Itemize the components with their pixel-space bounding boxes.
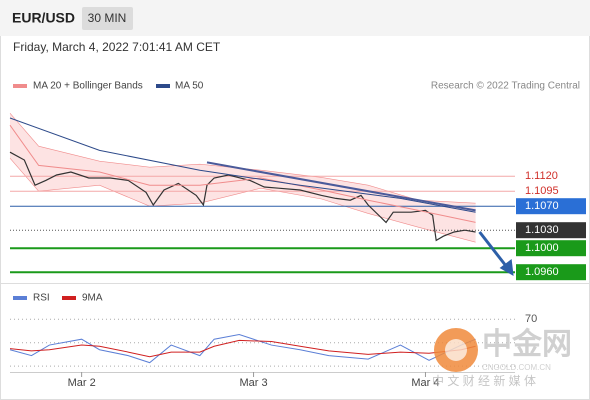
bollinger-band — [10, 113, 476, 243]
legend-label: MA 20 + Bollinger Bands — [33, 81, 143, 92]
rsi-line — [9, 333, 476, 364]
level-box — [516, 264, 586, 281]
level-label: 1.1120 — [525, 170, 558, 182]
trendline — [206, 161, 476, 212]
interval: 30 MIN — [88, 11, 127, 25]
legend-swatch — [13, 84, 27, 88]
watermark-logo — [445, 339, 467, 361]
legend-label: 9MA — [82, 293, 103, 304]
level-box — [516, 198, 586, 215]
credit: Research © 2022 Trading Central — [431, 81, 580, 92]
interval-badge — [82, 7, 133, 30]
y-tick-label: 70 — [525, 313, 537, 325]
level-box — [516, 240, 586, 257]
forecast-arrowhead — [499, 259, 514, 276]
level-label: 1.1095 — [525, 185, 559, 197]
watermark-tagline: 中 文 财 经 新 媒 体 — [432, 373, 536, 388]
level-label: 1.1070 — [525, 200, 559, 212]
watermark-name: 中金网 — [482, 327, 572, 361]
legend-swatch — [62, 296, 76, 300]
level-box — [516, 222, 586, 239]
price-line — [9, 151, 476, 242]
x-tick-label: Mar 4 — [411, 377, 439, 389]
band-lower — [9, 158, 476, 243]
legend-swatch — [156, 84, 170, 88]
forecast-arrow — [478, 231, 509, 269]
ma-line — [9, 124, 476, 223]
x-tick-label: Mar 2 — [68, 377, 96, 389]
watermark-site: CNGOLD.COM.CN — [482, 363, 551, 372]
legend-swatch — [13, 296, 27, 300]
symbol: EUR/USD — [12, 10, 75, 26]
legend-label: RSI — [33, 293, 50, 304]
date: Friday, March 4, 2022 7:01:41 AM CET — [13, 40, 221, 54]
legend-label: MA 50 — [175, 81, 204, 92]
level-label: 1.1030 — [525, 224, 559, 236]
rsi-line — [9, 339, 476, 358]
ma-line — [9, 117, 476, 213]
x-tick-label: Mar 3 — [239, 377, 267, 389]
watermark: 中金网 CNGOLD.COM.CN 中 文 财 经 新 媒 体 — [432, 327, 572, 388]
level-label: 1.0960 — [525, 266, 559, 278]
level-label: 1.1000 — [525, 242, 559, 254]
